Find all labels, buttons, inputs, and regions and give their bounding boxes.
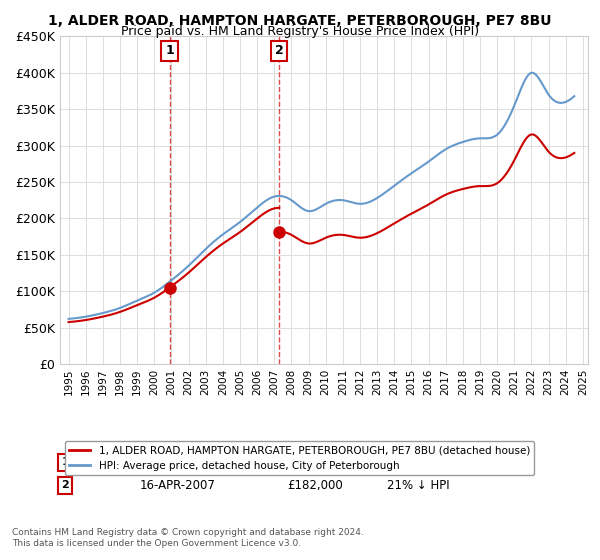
Text: 21% ↓ HPI: 21% ↓ HPI: [388, 479, 450, 492]
Text: 2: 2: [275, 44, 284, 58]
Text: 1% ↓ HPI: 1% ↓ HPI: [388, 456, 442, 469]
Legend: 1, ALDER ROAD, HAMPTON HARGATE, PETERBOROUGH, PE7 8BU (detached house), HPI: Ave: 1, ALDER ROAD, HAMPTON HARGATE, PETERBOR…: [65, 441, 534, 475]
Text: Price paid vs. HM Land Registry's House Price Index (HPI): Price paid vs. HM Land Registry's House …: [121, 25, 479, 38]
Text: 1: 1: [165, 44, 174, 58]
Text: Contains HM Land Registry data © Crown copyright and database right 2024.
This d: Contains HM Land Registry data © Crown c…: [12, 528, 364, 548]
Text: 20-NOV-2000: 20-NOV-2000: [139, 456, 217, 469]
Text: 1, ALDER ROAD, HAMPTON HARGATE, PETERBOROUGH, PE7 8BU: 1, ALDER ROAD, HAMPTON HARGATE, PETERBOR…: [48, 14, 552, 28]
Text: 2: 2: [61, 480, 69, 490]
Text: £182,000: £182,000: [287, 479, 343, 492]
Text: £104,950: £104,950: [287, 456, 343, 469]
Text: 1: 1: [61, 458, 69, 467]
Text: 16-APR-2007: 16-APR-2007: [139, 479, 215, 492]
